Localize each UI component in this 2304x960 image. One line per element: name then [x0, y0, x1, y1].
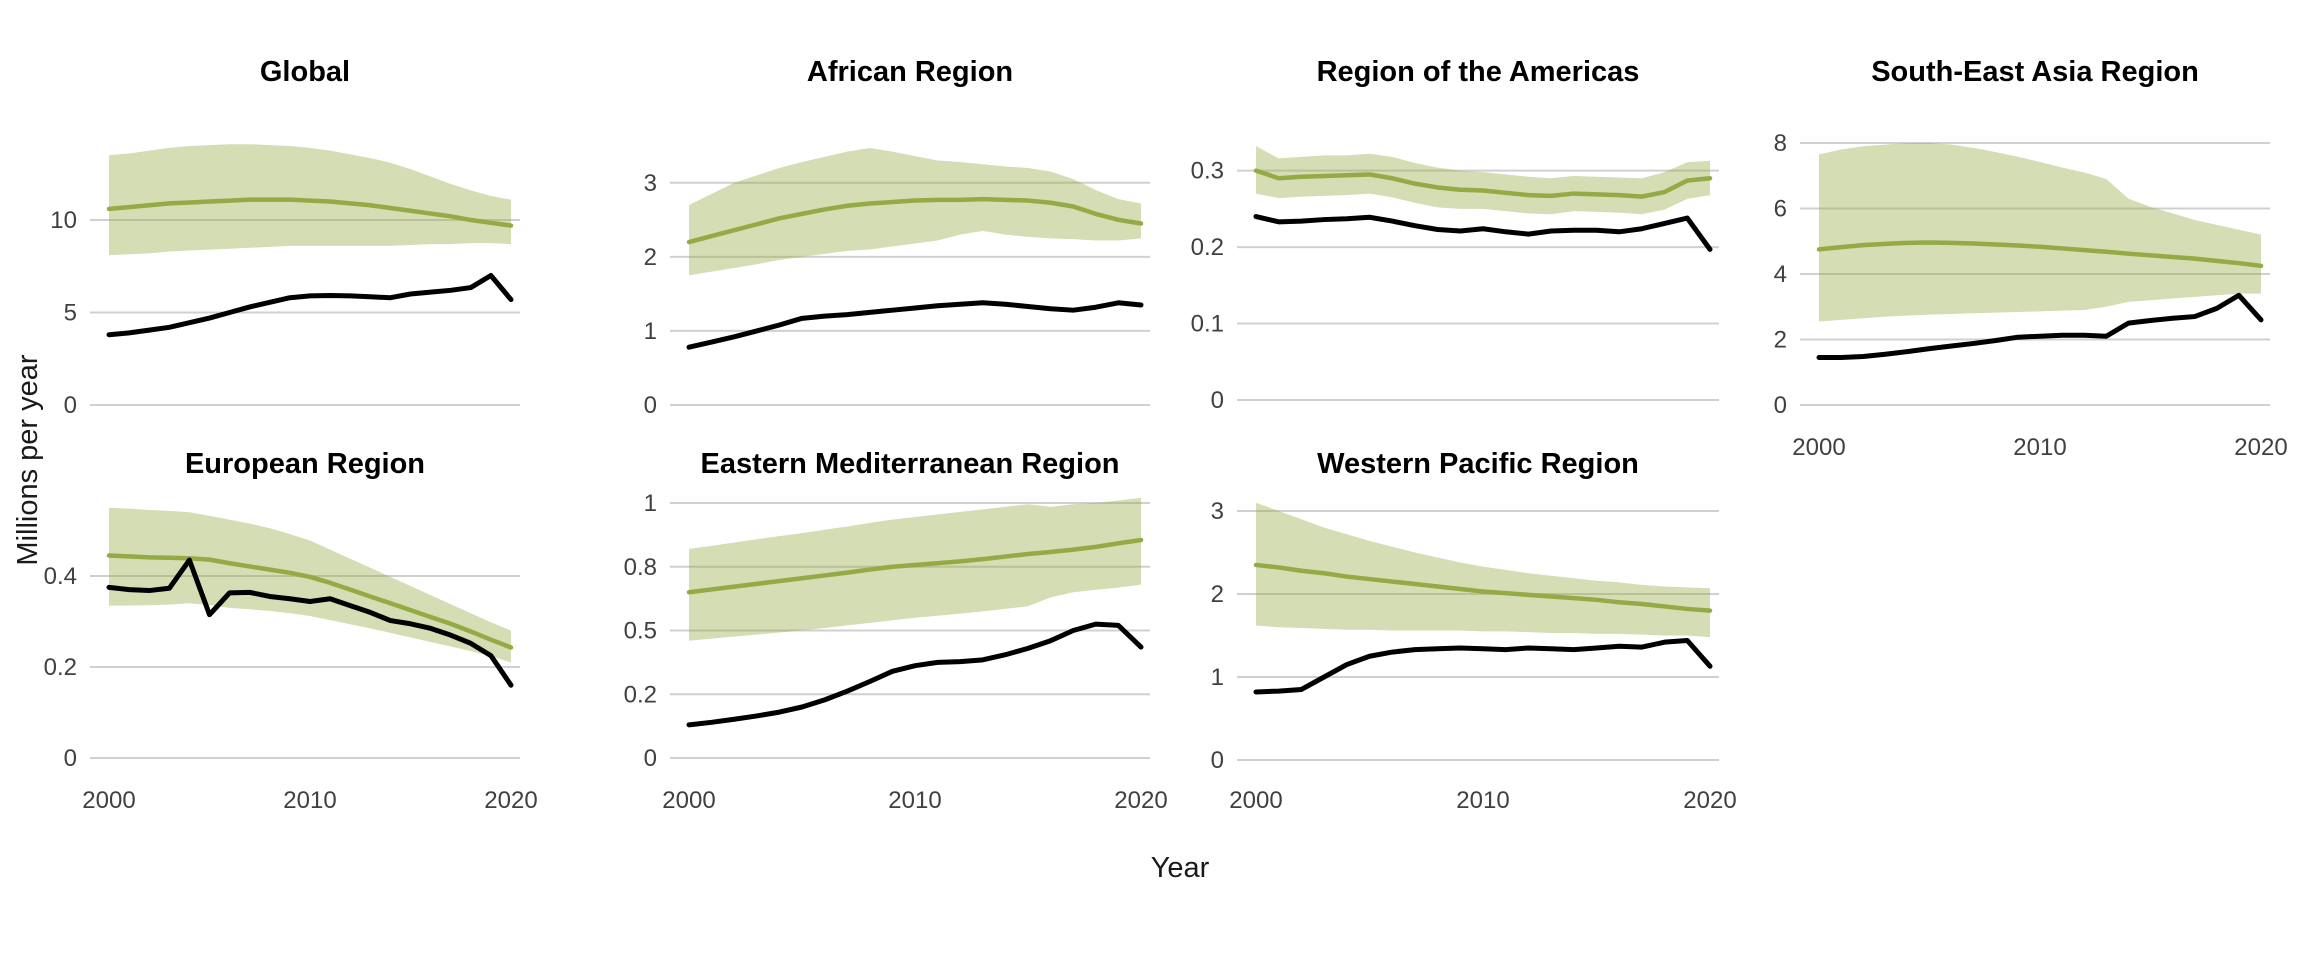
y-tick-label: 0 [644, 392, 657, 419]
x-axis-title: Year [1150, 852, 1210, 884]
y-tick-label: 0 [64, 392, 77, 419]
observed-line [1253, 637, 1713, 695]
y-tick-label: 1 [1211, 664, 1224, 691]
y-tick-label: 5 [64, 300, 77, 327]
estimate-line [106, 197, 514, 228]
panel-title: European Region [185, 448, 425, 480]
estimate-line [686, 537, 1144, 595]
y-tick-label: 0.2 [624, 681, 657, 708]
panel-western-pacific-region: 0 1 2 3 2000 2010 2020 Western Pacific Region [1211, 448, 1737, 814]
y-tick-label: 0.4 [44, 563, 77, 590]
x-tick-label: 2020 [2234, 434, 2287, 461]
y-tick-label: 0 [644, 745, 657, 772]
y-tick-label: 4 [1774, 261, 1787, 288]
estimate-line [1253, 168, 1713, 199]
y-tick-label: 1 [644, 490, 657, 517]
y-tick-label: 8 [1774, 130, 1787, 157]
y-tick-label: 0.2 [1191, 234, 1224, 261]
y-tick-label: 0.8 [624, 554, 657, 581]
observed-line [1253, 214, 1713, 252]
panel-eastern-mediterranean-region: 0 0.2 0.5 0.8 1 2000 2010 2020 Eastern Mediterra… [624, 448, 1168, 814]
observed-line [686, 621, 1144, 728]
estimate-line [1253, 562, 1713, 613]
x-tick-label: 2020 [484, 787, 537, 814]
x-tick-label: 2020 [1683, 787, 1736, 814]
confidence-band [689, 147, 1141, 276]
y-tick-label: 0.3 [1191, 158, 1224, 185]
x-tick-label: 2000 [1792, 434, 1845, 461]
panel-global: 0 5 10 Global [50, 56, 520, 419]
panel-european-region: 0 0.2 0.4 2000 2010 2020 European Region [44, 448, 538, 814]
y-tick-label: 10 [50, 207, 77, 234]
x-tick-label: 2000 [662, 787, 715, 814]
x-tick-label: 2010 [1456, 787, 1509, 814]
y-tick-label: 0 [64, 745, 77, 772]
y-tick-label: 3 [644, 170, 657, 197]
confidence-band [689, 497, 1141, 641]
panel-south-east-asia-region: 0 2 4 6 8 2000 2010 2020 South-East Asia Region [1774, 56, 2288, 461]
y-axis-title: Millions per year [12, 354, 44, 566]
observed-line [1816, 292, 2264, 361]
y-tick-label: 0.2 [44, 654, 77, 681]
x-tick-label: 2010 [2013, 434, 2066, 461]
y-tick-label: 0 [1211, 387, 1224, 414]
panel-title: Western Pacific Region [1317, 448, 1639, 480]
panel-african-region: 0 1 2 3 African Region [644, 56, 1150, 419]
panel-title: Region of the Americas [1317, 56, 1640, 88]
panel-title: Eastern Mediterranean Region [701, 448, 1120, 480]
x-tick-label: 2000 [82, 787, 135, 814]
x-tick-label: 2020 [1114, 787, 1167, 814]
panel-title: Global [260, 56, 350, 88]
estimate-line [686, 196, 1144, 245]
y-tick-label: 2 [644, 244, 657, 271]
estimate-line [1816, 240, 2264, 269]
confidence-band [1256, 502, 1710, 638]
x-tick-label: 2010 [283, 787, 336, 814]
y-tick-label: 2 [1211, 581, 1224, 608]
observed-line [106, 557, 514, 688]
confidence-band [1819, 142, 2261, 322]
confidence-band [1256, 146, 1710, 215]
y-tick-label: 0.1 [1191, 311, 1224, 338]
observed-line [686, 300, 1144, 350]
x-tick-label: 2000 [1229, 787, 1282, 814]
panel-title: South-East Asia Region [1871, 56, 2199, 88]
y-tick-label: 1 [644, 318, 657, 345]
observed-line [106, 273, 514, 338]
y-tick-label: 2 [1774, 326, 1787, 353]
estimate-line [106, 553, 514, 650]
x-tick-label: 2010 [888, 787, 941, 814]
panel-title: African Region [807, 56, 1013, 88]
panel-region-of-the-americas: 0 0.1 0.2 0.3 Region of the Americas [1191, 56, 1719, 414]
y-tick-label: 6 [1774, 195, 1787, 222]
y-tick-label: 0 [1774, 392, 1787, 419]
y-tick-label: 3 [1211, 498, 1224, 525]
y-tick-label: 0.5 [624, 618, 657, 645]
y-tick-label: 0 [1211, 747, 1224, 774]
